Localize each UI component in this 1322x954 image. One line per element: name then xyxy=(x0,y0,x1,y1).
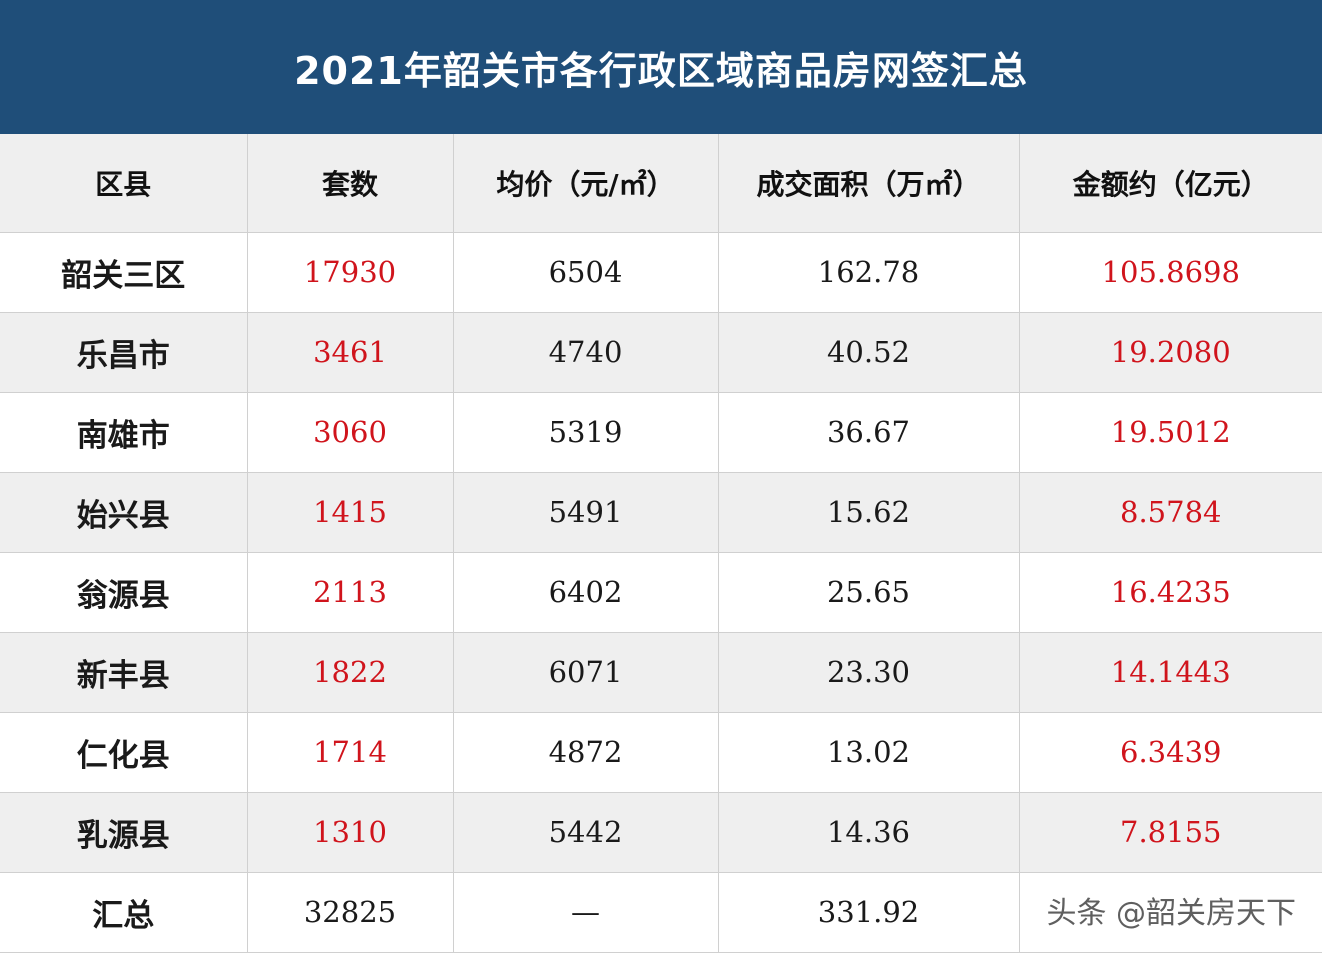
avg-price-cell: 6402 xyxy=(453,552,719,633)
summary-table: 区县 套数 均价（元/㎡） 成交面积（万㎡） 金额约（亿元） 韶关三区 1793… xyxy=(0,134,1322,953)
area-cell: 40.52 xyxy=(718,312,1020,393)
avg-price-cell: 6504 xyxy=(453,232,719,313)
header-amount: 金额约（亿元） xyxy=(1019,134,1322,233)
avg-price-cell: 4872 xyxy=(453,712,719,793)
total-area-cell: 331.92 xyxy=(718,872,1020,953)
area-cell: 162.78 xyxy=(718,232,1020,313)
total-label-cell: 汇总 xyxy=(0,872,248,953)
avg-price-cell: 5319 xyxy=(453,392,719,473)
page-title: 2021年韶关市各行政区域商品房网签汇总 xyxy=(294,48,1028,93)
units-cell: 3060 xyxy=(247,392,454,473)
area-cell: 23.30 xyxy=(718,632,1020,713)
district-cell: 乐昌市 xyxy=(0,312,248,393)
units-cell: 1415 xyxy=(247,472,454,553)
table-row: 新丰县 1822 6071 23.30 14.1443 xyxy=(0,632,1322,713)
units-cell: 1310 xyxy=(247,792,454,873)
units-cell: 17930 xyxy=(247,232,454,313)
title-bar: 2021年韶关市各行政区域商品房网签汇总 xyxy=(0,0,1322,134)
avg-price-cell: 4740 xyxy=(453,312,719,393)
amount-cell: 8.5784 xyxy=(1019,472,1322,553)
amount-cell: 14.1443 xyxy=(1019,632,1322,713)
table-row: 翁源县 2113 6402 25.65 16.4235 xyxy=(0,552,1322,633)
avg-price-cell: 5491 xyxy=(453,472,719,553)
table-row: 仁化县 1714 4872 13.02 6.3439 xyxy=(0,712,1322,793)
amount-cell: 7.8155 xyxy=(1019,792,1322,873)
units-cell: 2113 xyxy=(247,552,454,633)
district-cell: 翁源县 xyxy=(0,552,248,633)
units-cell: 1714 xyxy=(247,712,454,793)
header-avg-price: 均价（元/㎡） xyxy=(453,134,719,233)
watermark: 头条 @韶关房天下 xyxy=(1046,896,1296,931)
area-cell: 36.67 xyxy=(718,392,1020,473)
district-cell: 仁化县 xyxy=(0,712,248,793)
table-row: 韶关三区 17930 6504 162.78 105.8698 xyxy=(0,232,1322,313)
amount-cell: 105.8698 xyxy=(1019,232,1322,313)
amount-cell: 19.2080 xyxy=(1019,312,1322,393)
total-amount-cell xyxy=(1019,872,1322,953)
avg-price-cell: 5442 xyxy=(453,792,719,873)
header-area: 成交面积（万㎡） xyxy=(718,134,1020,233)
header-row: 区县 套数 均价（元/㎡） 成交面积（万㎡） 金额约（亿元） xyxy=(0,134,1322,233)
total-avg-price-cell: — xyxy=(453,872,719,953)
units-cell: 1822 xyxy=(247,632,454,713)
area-cell: 15.62 xyxy=(718,472,1020,553)
district-cell: 韶关三区 xyxy=(0,232,248,313)
area-cell: 14.36 xyxy=(718,792,1020,873)
total-row: 汇总 32825 — 331.92 xyxy=(0,872,1322,953)
district-cell: 新丰县 xyxy=(0,632,248,713)
header-units: 套数 xyxy=(247,134,454,233)
total-units-cell: 32825 xyxy=(247,872,454,953)
table-row: 乐昌市 3461 4740 40.52 19.2080 xyxy=(0,312,1322,393)
district-cell: 始兴县 xyxy=(0,472,248,553)
amount-cell: 6.3439 xyxy=(1019,712,1322,793)
table-row: 始兴县 1415 5491 15.62 8.5784 xyxy=(0,472,1322,553)
amount-cell: 16.4235 xyxy=(1019,552,1322,633)
district-cell: 乳源县 xyxy=(0,792,248,873)
district-cell: 南雄市 xyxy=(0,392,248,473)
table-row: 乳源县 1310 5442 14.36 7.8155 xyxy=(0,792,1322,873)
units-cell: 3461 xyxy=(247,312,454,393)
header-district: 区县 xyxy=(0,134,248,233)
area-cell: 13.02 xyxy=(718,712,1020,793)
amount-cell: 19.5012 xyxy=(1019,392,1322,473)
avg-price-cell: 6071 xyxy=(453,632,719,713)
table-row: 南雄市 3060 5319 36.67 19.5012 xyxy=(0,392,1322,473)
area-cell: 25.65 xyxy=(718,552,1020,633)
